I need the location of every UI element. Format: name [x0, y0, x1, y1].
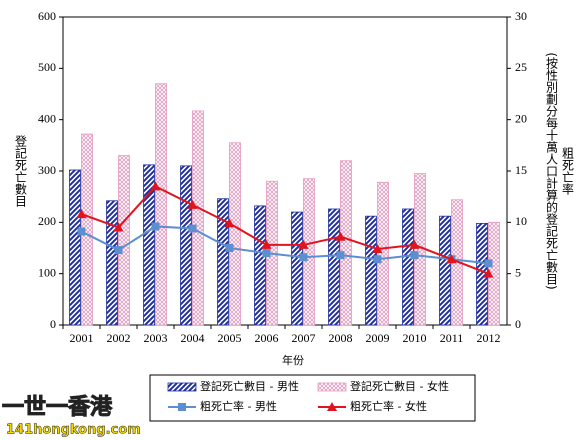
- legend-swatch: [167, 382, 197, 392]
- point: [225, 244, 234, 252]
- watermark-url: 141hongkong.com: [6, 423, 141, 438]
- legend-marker: [178, 403, 186, 411]
- point: [299, 253, 308, 262]
- y2-tick-label: 5: [515, 265, 521, 279]
- y-tick-label: 300: [38, 163, 56, 177]
- legend-label: 粗死亡率 - 女性: [350, 399, 427, 413]
- bar: [402, 208, 414, 326]
- bar: [180, 165, 192, 326]
- point: [335, 231, 346, 241]
- bar: [118, 155, 130, 326]
- bar: [143, 164, 155, 326]
- point: [188, 224, 197, 233]
- point: [410, 251, 419, 260]
- point: [114, 246, 123, 255]
- y-tick-label: 500: [38, 60, 56, 74]
- watermark-title: 一世一香港: [2, 395, 113, 420]
- point: [77, 227, 86, 236]
- y-tick-label: 200: [38, 214, 56, 228]
- y2-tick-label: 15: [515, 163, 527, 177]
- point: [187, 199, 198, 209]
- y2-axis-label: 粗死亡率: [561, 147, 575, 195]
- point: [76, 209, 87, 219]
- legend-label: 粗死亡率 - 男性: [200, 399, 277, 413]
- point: [151, 222, 160, 231]
- legend-marker: [327, 402, 337, 411]
- point: [262, 249, 271, 258]
- legend-swatch: [317, 382, 347, 392]
- x-tick-label: 2010: [403, 331, 427, 345]
- bar: [377, 181, 389, 326]
- y-axis-label: 登記死亡數目: [14, 134, 28, 207]
- y2-axis-sublabel: (按性別劃分每十萬人口計算的登記死亡數目): [545, 52, 559, 289]
- y-tick-label: 400: [38, 111, 56, 125]
- y-tick-label: 0: [50, 317, 56, 331]
- y2-tick-label: 10: [515, 214, 527, 228]
- point: [484, 259, 493, 268]
- bar: [303, 178, 315, 326]
- y2-tick-label: 25: [515, 60, 527, 74]
- point: [372, 244, 383, 254]
- point: [483, 268, 494, 278]
- point: [224, 218, 235, 228]
- bar: [328, 208, 340, 326]
- bar: [69, 169, 81, 326]
- bar: [106, 200, 118, 326]
- x-tick-label: 2006: [255, 331, 279, 345]
- point: [446, 254, 457, 264]
- x-tick-label: 2009: [366, 331, 390, 345]
- x-tick-label: 2003: [144, 331, 168, 345]
- x-tick-label: 2002: [107, 331, 131, 345]
- x-tick-label: 2004: [181, 331, 205, 345]
- bar: [439, 215, 451, 326]
- line: [81, 185, 489, 275]
- bar: [155, 83, 167, 326]
- x-tick-label: 2008: [329, 331, 353, 345]
- y2-tick-label: 0: [515, 317, 521, 331]
- y2-tick-label: 20: [515, 111, 527, 125]
- y2-tick-label: 30: [515, 9, 527, 23]
- bar: [192, 110, 204, 326]
- y-tick-label: 600: [38, 9, 56, 23]
- bar: [340, 160, 352, 326]
- bar: [217, 198, 229, 326]
- x-tick-label: 2005: [218, 331, 242, 345]
- point: [150, 181, 161, 191]
- point: [373, 255, 382, 264]
- y-tick-label: 100: [38, 265, 56, 279]
- x-tick-label: 2011: [440, 331, 464, 345]
- x-tick-label: 2012: [477, 331, 501, 345]
- point: [261, 239, 272, 249]
- bar: [229, 142, 241, 326]
- legend-label: 登記死亡數目 - 女性: [350, 379, 449, 393]
- x-axis-label: 年份: [282, 353, 304, 367]
- point: [336, 251, 345, 260]
- point: [113, 222, 124, 232]
- legend-box: [149, 374, 476, 422]
- legend-label: 登記死亡數目 - 男性: [200, 379, 299, 393]
- point: [298, 239, 309, 249]
- line: [81, 225, 489, 265]
- x-tick-label: 2007: [292, 331, 316, 345]
- bar: [365, 215, 377, 326]
- x-tick-label: 2001: [70, 331, 94, 345]
- point: [409, 239, 420, 249]
- bar: [254, 205, 266, 326]
- bar: [291, 211, 303, 326]
